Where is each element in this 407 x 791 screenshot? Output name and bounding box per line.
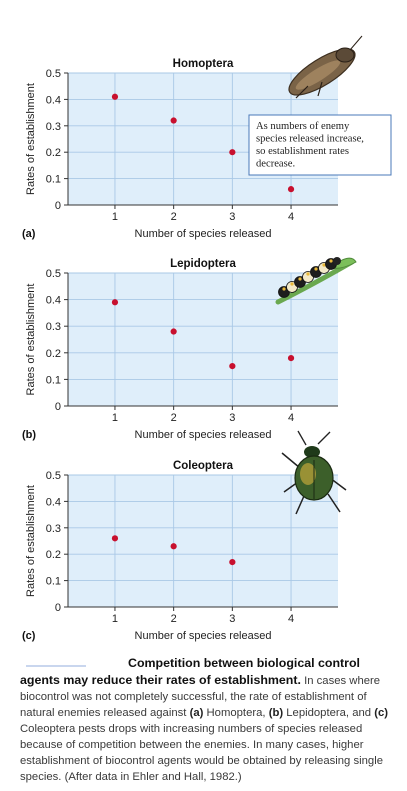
- y-axis-label: Rates of establishment: [25, 83, 37, 195]
- leafhopper-icon: [288, 35, 363, 99]
- panel-title: Lepidoptera: [170, 258, 236, 270]
- x-tick-label: 4: [288, 412, 294, 424]
- y-tick-label: 0.5: [46, 470, 61, 482]
- caterpillar-spot: [298, 277, 302, 281]
- panel-label: (c): [22, 630, 36, 642]
- y-axis-label: Rates of establishment: [25, 485, 37, 597]
- caterpillar-spot: [306, 272, 310, 276]
- caterpillar-spot: [282, 287, 286, 291]
- leafhopper-leg: [295, 85, 309, 99]
- annotation-line: As numbers of enemy: [256, 121, 350, 132]
- y-tick-label: 0.4: [46, 496, 61, 508]
- beetle-leg: [295, 495, 305, 515]
- caption-text-1: In cases where biocontrol was not comple…: [20, 675, 381, 719]
- x-tick-label: 2: [171, 412, 177, 424]
- caption-lead: Competition between biological control a…: [20, 656, 360, 687]
- beetle-antenna: [297, 430, 307, 446]
- y-axis-label: Rates of establishment: [25, 284, 37, 396]
- y-tick-label: 0.2: [46, 147, 61, 159]
- x-tick-label: 4: [288, 613, 294, 625]
- y-tick-label: 0.2: [46, 549, 61, 561]
- caterpillar-head: [333, 257, 341, 265]
- chart-panel: 0 0.1 0.2 0.3 0.4 0.5 1 2 3 4 Lepidoptera Number of…: [22, 257, 357, 441]
- beetle-leg: [281, 452, 301, 469]
- y-tick-label: 0.5: [46, 268, 61, 280]
- x-tick-label: 3: [229, 211, 235, 223]
- data-point: [287, 186, 295, 193]
- data-point: [111, 299, 119, 306]
- beetle-head: [304, 446, 320, 458]
- caption-label-a: (a): [189, 707, 204, 719]
- x-tick-label: 3: [229, 613, 235, 625]
- caption-label-b: (b): [268, 707, 284, 719]
- y-tick-label: 0.4: [46, 295, 61, 307]
- annotation-box: [248, 114, 392, 176]
- x-tick-label: 1: [112, 211, 118, 223]
- x-axis-label: Number of species released: [135, 630, 272, 642]
- leafhopper-antenna: [349, 35, 363, 51]
- plot-area: [68, 475, 338, 607]
- x-tick-label: 3: [229, 412, 235, 424]
- leafhopper-leg: [317, 81, 323, 97]
- y-tick-label: 0.5: [46, 68, 61, 80]
- x-axis-label: Number of species released: [135, 228, 272, 240]
- data-point: [111, 93, 119, 100]
- y-tick-label: 0: [55, 602, 61, 614]
- data-point: [229, 559, 236, 566]
- y-tick-label: 0: [55, 401, 61, 413]
- chart-panel: 0 0.1 0.2 0.3 0.4 0.5 1 2 3 4 Coleoptera Number of …: [22, 430, 347, 642]
- caterpillar-spot: [329, 259, 333, 263]
- data-point: [170, 543, 177, 550]
- annotation-line: so establishment rates: [256, 146, 349, 157]
- caption-text-3: Lepidoptera, and: [283, 707, 375, 719]
- annotation-line: species released increase,: [256, 134, 364, 145]
- caption-label-c: (c): [374, 707, 389, 719]
- panel-label: (b): [22, 429, 36, 441]
- caterpillar-spot: [290, 282, 294, 286]
- caterpillar-spot: [314, 267, 318, 271]
- y-tick-label: 0.3: [46, 523, 61, 535]
- y-tick-label: 0.1: [46, 576, 61, 588]
- beetle-antenna: [317, 431, 331, 445]
- beetle-shine: [300, 463, 316, 485]
- y-tick-label: 0.1: [46, 174, 61, 186]
- chart-panel: 0 0.1 0.2 0.3 0.4 0.5 1 2 3 4 Homoptera Number of s…: [22, 35, 392, 240]
- panel-title: Coleoptera: [173, 460, 234, 472]
- panel-label: (a): [22, 228, 36, 240]
- figure: 0 0.1 0.2 0.3 0.4 0.5 1 2 3 4 Homoptera Number of s…: [22, 35, 392, 642]
- x-tick-label: 4: [288, 211, 294, 223]
- panel-title: Homoptera: [173, 58, 234, 70]
- leafhopper-wing-highlight: [295, 60, 341, 90]
- y-tick-label: 0: [55, 200, 61, 212]
- figure-caption: Competition between biological control a…: [20, 655, 402, 785]
- x-tick-label: 2: [171, 211, 177, 223]
- caption-text-2: Homoptera,: [203, 707, 269, 719]
- x-tick-label: 1: [112, 412, 118, 424]
- y-tick-label: 0.4: [46, 94, 61, 106]
- data-point: [170, 328, 177, 335]
- caption-text-4: Coleoptera pests drops with increasing n…: [20, 723, 383, 783]
- x-tick-label: 1: [112, 613, 118, 625]
- leafhopper-head: [335, 47, 355, 63]
- data-point: [287, 355, 295, 362]
- y-tick-label: 0.1: [46, 374, 61, 386]
- y-tick-label: 0.3: [46, 121, 61, 133]
- caption-marker: [20, 659, 128, 669]
- x-tick-label: 2: [171, 613, 177, 625]
- data-point: [111, 535, 119, 542]
- caterpillar-spot: [322, 263, 326, 267]
- data-point: [229, 363, 236, 370]
- beetle-leg: [327, 493, 341, 513]
- x-axis-label: Number of species released: [135, 429, 272, 441]
- y-tick-label: 0.2: [46, 348, 61, 360]
- beetle-icon: [281, 430, 347, 515]
- caterpillar-icon: [275, 257, 357, 305]
- data-point: [229, 149, 236, 156]
- data-point: [170, 117, 177, 124]
- y-tick-label: 0.3: [46, 321, 61, 333]
- annotation-line: decrease.: [256, 159, 295, 170]
